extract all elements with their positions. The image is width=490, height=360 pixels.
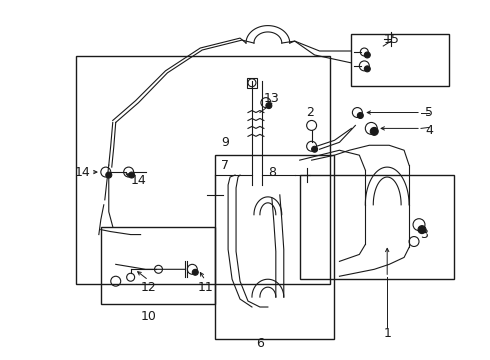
Circle shape	[266, 103, 272, 109]
Text: 14: 14	[75, 166, 91, 179]
Circle shape	[192, 269, 198, 275]
Text: 14: 14	[131, 174, 147, 186]
Circle shape	[106, 172, 112, 178]
Text: 10: 10	[141, 310, 156, 323]
Text: 9: 9	[221, 136, 229, 149]
Circle shape	[418, 226, 426, 234]
Text: 6: 6	[256, 337, 264, 350]
Text: 12: 12	[141, 281, 156, 294]
Circle shape	[365, 52, 370, 58]
Text: 3: 3	[420, 228, 428, 241]
Circle shape	[129, 172, 135, 178]
Circle shape	[370, 127, 378, 135]
Text: 13: 13	[264, 92, 280, 105]
Circle shape	[312, 146, 318, 152]
Text: 15: 15	[383, 33, 399, 46]
Circle shape	[357, 113, 363, 118]
Text: 1: 1	[383, 327, 391, 340]
Text: 11: 11	[197, 281, 213, 294]
Bar	[101, 227, 215, 304]
Bar	[351, 34, 449, 86]
Text: 4: 4	[425, 124, 433, 137]
Text: 8: 8	[268, 166, 276, 179]
Circle shape	[365, 66, 370, 72]
Bar	[300, 175, 454, 279]
Text: 7: 7	[221, 159, 229, 172]
Bar	[76, 56, 329, 284]
Text: 5: 5	[425, 106, 433, 119]
Bar	[215, 155, 335, 339]
Text: 2: 2	[306, 106, 314, 119]
